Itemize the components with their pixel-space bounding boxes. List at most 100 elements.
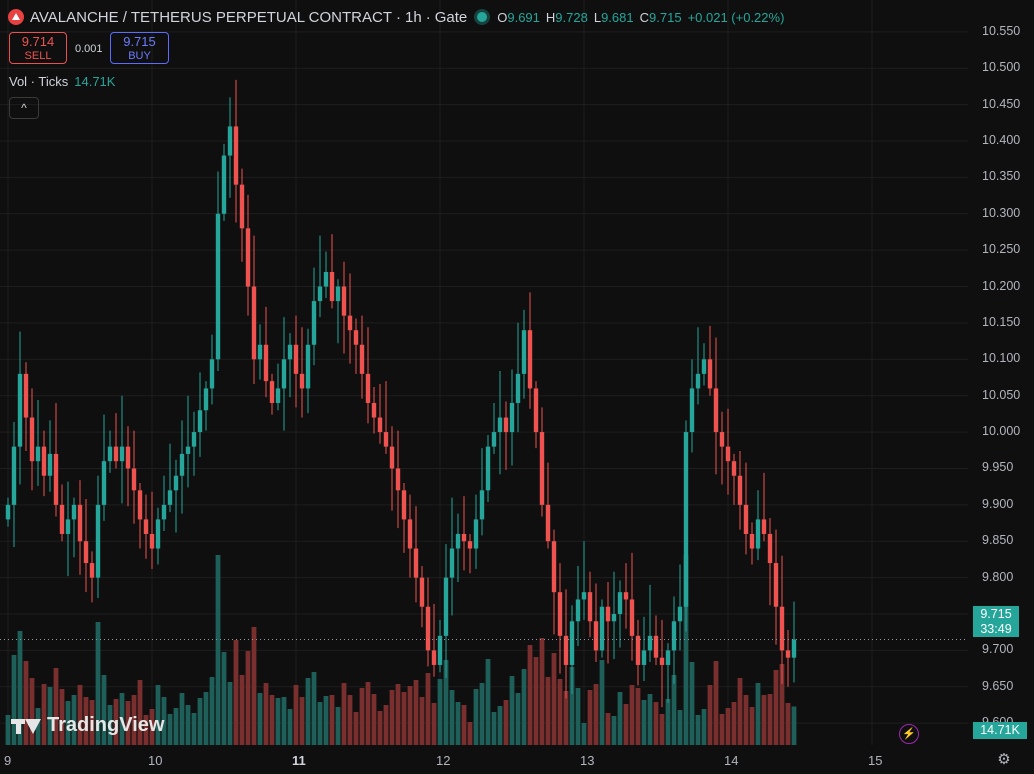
candle-body xyxy=(161,504,167,520)
volume-bar xyxy=(287,709,293,745)
volume-bar xyxy=(653,702,659,745)
candle-body xyxy=(29,417,35,462)
candle-body xyxy=(599,606,605,651)
bolt-icon[interactable]: ⚡ xyxy=(899,724,919,744)
candle-body xyxy=(395,468,401,491)
candle-countdown: 33:49 xyxy=(980,622,1012,636)
time-tick-label: 10 xyxy=(148,753,163,768)
candle-body xyxy=(593,621,599,651)
volume-bar xyxy=(791,706,797,745)
ohlc-high: H9.728 xyxy=(545,9,588,25)
candle-body xyxy=(35,446,41,462)
volume-bar xyxy=(155,685,161,745)
volume-bar xyxy=(671,675,677,745)
candle-body xyxy=(671,621,677,651)
volume-bar xyxy=(599,660,605,745)
volume-bar xyxy=(167,714,173,745)
volume-bar xyxy=(299,697,305,745)
volume-bar xyxy=(275,698,281,745)
volume-bar xyxy=(407,686,413,745)
volume-bar xyxy=(401,692,407,745)
buy-button[interactable]: 9.715 BUY xyxy=(110,32,169,64)
candle-body xyxy=(755,519,761,549)
candle-body xyxy=(371,402,377,418)
volume-bar xyxy=(623,704,629,745)
tradingview-logo[interactable]: TradingView xyxy=(11,714,164,737)
candle-body xyxy=(539,432,545,505)
candle-body xyxy=(239,184,245,229)
candle-body xyxy=(215,213,221,360)
volume-bar xyxy=(467,722,473,745)
candle-body xyxy=(641,650,647,665)
volume-bar xyxy=(593,684,599,745)
volume-bar xyxy=(665,699,671,745)
candle-body xyxy=(113,446,119,462)
candle-body xyxy=(347,315,353,331)
volume-bar xyxy=(5,715,11,745)
candle-body xyxy=(431,650,437,665)
live-dot-icon xyxy=(477,12,488,22)
volume-bar xyxy=(521,669,527,745)
volume-bar xyxy=(485,659,491,745)
chart-grid xyxy=(0,0,968,745)
candle-body xyxy=(743,504,749,534)
separator-dot: · xyxy=(425,8,431,26)
candle-body xyxy=(737,475,743,505)
price-tick-label: 9.800 xyxy=(982,569,1014,584)
volume-bar xyxy=(173,708,179,745)
volume-bar xyxy=(245,651,251,745)
candle-body xyxy=(773,563,779,607)
candle-body xyxy=(515,373,521,403)
price-tick-label: 10.150 xyxy=(982,314,1021,329)
volume-bar xyxy=(83,697,89,745)
buy-price: 9.715 xyxy=(123,34,156,49)
volume-bar xyxy=(551,653,557,745)
candle-body xyxy=(365,373,371,403)
candle-body xyxy=(149,533,155,549)
candle-body xyxy=(563,635,569,665)
candle-body xyxy=(203,388,209,411)
candle-body xyxy=(677,606,683,622)
volume-bar xyxy=(419,697,425,745)
volume-bar xyxy=(713,661,719,745)
volume-bar xyxy=(89,700,95,745)
volume-bar xyxy=(443,660,449,745)
volume-bar xyxy=(701,709,707,745)
gear-icon[interactable]: ⚙ xyxy=(997,751,1011,768)
symbol-title[interactable]: AVALANCHE / TETHERUS PERPETUAL CONTRACT xyxy=(30,8,393,26)
interval-label[interactable]: 1h xyxy=(405,8,422,26)
time-tick-label: 14 xyxy=(724,753,739,768)
volume-legend[interactable]: Vol · Ticks 14.71K xyxy=(9,74,115,89)
volume-bar xyxy=(335,707,341,745)
candle-body xyxy=(695,373,701,389)
volume-bar xyxy=(209,677,215,745)
candle-body xyxy=(335,286,341,302)
candle-body xyxy=(497,417,503,433)
sell-button[interactable]: 9.714 SELL xyxy=(9,32,67,64)
candle-body xyxy=(167,490,173,505)
volume-bars xyxy=(5,555,797,745)
volume-bar xyxy=(239,675,245,745)
candle-body xyxy=(635,635,641,665)
candle-body xyxy=(587,592,593,622)
sell-price: 9.714 xyxy=(21,34,55,49)
candle-body xyxy=(17,373,23,447)
volume-bar xyxy=(725,708,731,745)
volume-bar xyxy=(389,690,395,745)
volume-bar xyxy=(95,622,101,745)
volume-bar xyxy=(587,690,593,745)
price-tick-label: 10.550 xyxy=(982,23,1021,38)
candle-body xyxy=(269,381,275,403)
ohlc-open: O9.691 xyxy=(497,9,540,25)
volume-bar xyxy=(563,691,569,745)
time-tick-label: 9 xyxy=(4,753,12,768)
candle-body xyxy=(11,446,17,505)
volume-bar xyxy=(281,697,287,745)
chevron-up-icon[interactable]: ^ xyxy=(9,97,39,119)
volume-bar xyxy=(161,697,167,745)
candle-body xyxy=(287,344,293,360)
volume-bar xyxy=(647,694,653,745)
avalanche-logo xyxy=(8,9,24,25)
volume-bar xyxy=(113,699,119,745)
